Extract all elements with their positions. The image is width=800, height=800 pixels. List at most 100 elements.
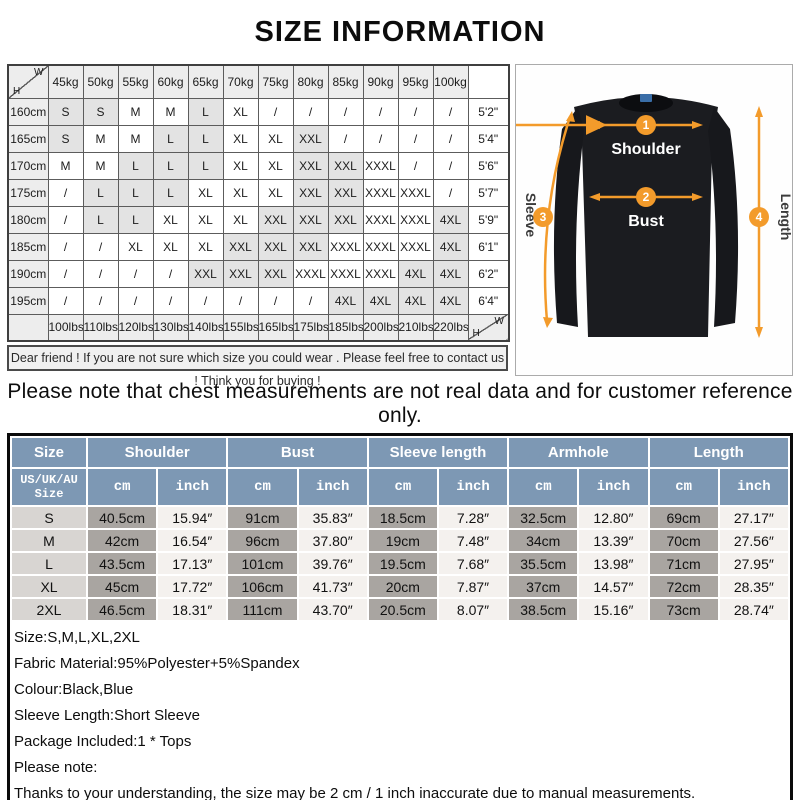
size-value-cell: XXL [327, 205, 364, 234]
height-weight-chart: W H 45kg 50kg 55kg 60kg 65kg 70kg 75kg 80kg 85kg 90… [7, 64, 510, 388]
contact-note: Dear friend ! If you are not sure which … [7, 345, 508, 388]
measurement-cell: 7.68″ [436, 551, 510, 576]
measurement-cell: 37.80″ [296, 528, 369, 553]
shirt-illustration [553, 94, 739, 337]
weight-header-cell: 45kg [47, 64, 84, 99]
size-cell: L [10, 551, 88, 576]
weight-header-cell: 85kg [327, 64, 364, 99]
size-value-cell: XL [152, 232, 189, 261]
size-value-cell: 4XL [432, 259, 469, 288]
size-value-cell: L [187, 124, 224, 153]
detail-line: Sleeve Length:Short Sleeve [14, 707, 200, 724]
marker-3 [533, 207, 553, 227]
measurement-cell: 46.5cm [85, 597, 159, 622]
measurement-cell: 71cm [647, 551, 720, 576]
measurement-cell: 27.56″ [717, 528, 791, 553]
size-value-cell: / [362, 97, 399, 126]
lbs-cell: 140lbs [187, 313, 224, 342]
size-value-cell: L [82, 178, 119, 207]
size-value-cell: / [327, 97, 364, 126]
height-cell: 190cm [7, 259, 49, 288]
feet-cell: 6'1" [467, 232, 510, 261]
lbs-cell: 110lbs [82, 313, 119, 342]
height-cell: 175cm [7, 178, 49, 207]
marker-4 [749, 207, 769, 227]
measurements-section: Size Shoulder Bust Sleeve length Armhole Leng… [7, 433, 793, 800]
size-value-cell: XL [117, 232, 154, 261]
size-value-cell: M [47, 151, 84, 180]
sub-header-inch: inch [436, 467, 510, 507]
reference-notice: Please note that chest measurements are … [7, 380, 793, 427]
height-cell: 165cm [7, 124, 49, 153]
size-value-cell: XXL [257, 205, 294, 234]
height-cell: 170cm [7, 151, 49, 180]
weight-header-cell: 90kg [362, 64, 399, 99]
size-value-cell: M [82, 151, 119, 180]
measurement-cell: 42cm [85, 528, 159, 553]
size-value-cell: XXL [327, 178, 364, 207]
size-value-cell: XL [152, 205, 189, 234]
size-value-cell: XXXL [362, 178, 399, 207]
measurement-cell: 8.07″ [436, 597, 510, 622]
lbs-cell: 175lbs [292, 313, 329, 342]
size-value-cell: / [432, 97, 469, 126]
size-value-cell: XL [222, 205, 259, 234]
size-value-cell: / [47, 286, 84, 315]
size-value-cell: / [82, 259, 119, 288]
size-value-cell: XXL [292, 205, 329, 234]
size-value-cell: XL [222, 178, 259, 207]
detail-line: Colour:Black,Blue [14, 681, 134, 698]
empty-header-cell [467, 64, 510, 99]
lbs-cell: 220lbs [432, 313, 469, 342]
size-value-cell: / [187, 286, 224, 315]
size-value-cell: 4XL [397, 286, 434, 315]
size-value-cell: L [117, 151, 154, 180]
measurement-cell: 40.5cm [85, 505, 159, 530]
size-value-cell: XL [257, 151, 294, 180]
measurement-cell: 16.54″ [156, 528, 229, 553]
size-value-cell: / [47, 178, 84, 207]
measurement-cell: 43.70″ [296, 597, 369, 622]
size-value-cell: / [327, 124, 364, 153]
shirt-diagram-svg: 1 Shoulder 2 Bust 3 Sleeve [473, 94, 794, 338]
height-cell: 185cm [7, 232, 49, 261]
measurement-cell: 20cm [366, 574, 439, 599]
measurement-cell: 32.5cm [507, 505, 580, 530]
size-value-cell: M [152, 97, 189, 126]
size-value-cell: / [397, 124, 434, 153]
measurement-cell: 28.35″ [717, 574, 791, 599]
size-value-cell: / [117, 259, 154, 288]
measurement-cell: 18.31″ [156, 597, 229, 622]
height-cell: 195cm [7, 286, 49, 315]
measurement-cell: 19.5cm [366, 551, 439, 576]
collar-tag [640, 94, 652, 102]
measurement-cell: 17.13″ [156, 551, 229, 576]
measurement-cell: 70cm [647, 528, 720, 553]
size-value-cell: XL [257, 124, 294, 153]
size-value-cell: XXXL [327, 232, 364, 261]
size-value-cell: 4XL [362, 286, 399, 315]
size-value-cell: / [292, 286, 329, 315]
measurement-cell: 7.48″ [436, 528, 510, 553]
size-value-cell: 4XL [432, 232, 469, 261]
size-value-cell: L [187, 97, 224, 126]
measurement-cell: 91cm [226, 505, 299, 530]
size-value-cell: 4XL [327, 286, 364, 315]
size-cell: M [10, 528, 88, 553]
size-value-cell: XL [187, 205, 224, 234]
size-value-cell: / [152, 286, 189, 315]
top-section: W H 45kg 50kg 55kg 60kg 65kg 70kg 75kg 80kg 85kg 90… [7, 64, 794, 388]
feet-cell: 6'2" [467, 259, 510, 288]
detail-line: Fabric Material:95%Polyester+5%Spandex [14, 655, 300, 672]
column-group-header: Sleeve length [366, 436, 510, 469]
measurement-cell: 14.57″ [577, 574, 650, 599]
detail-line: Thanks to your understanding, the size m… [14, 785, 696, 800]
size-value-cell: S [82, 97, 119, 126]
sub-header-inch: inch [577, 467, 650, 507]
size-value-cell: L [82, 205, 119, 234]
size-value-cell: M [82, 124, 119, 153]
size-value-cell: / [47, 232, 84, 261]
column-group-header: Armhole [507, 436, 650, 469]
lbs-cell: 130lbs [152, 313, 189, 342]
size-value-cell: 4XL [432, 205, 469, 234]
